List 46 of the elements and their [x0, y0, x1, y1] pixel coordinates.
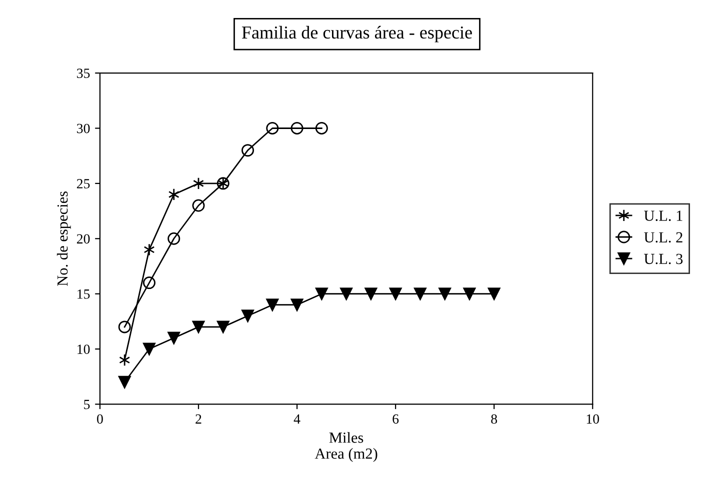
y-tick-label: 15	[78, 289, 90, 299]
point	[315, 288, 328, 300]
x-tick-label: 2	[196, 414, 202, 424]
chart-title: Familia de curvas área - especie	[242, 26, 472, 42]
point	[315, 122, 328, 134]
y-axis-title: No. de especies	[56, 191, 71, 286]
point	[290, 298, 304, 312]
point	[414, 288, 426, 300]
point	[389, 288, 402, 300]
point	[216, 320, 230, 334]
point	[290, 122, 304, 134]
point	[242, 144, 254, 157]
legend-label: U.L. 1	[644, 210, 682, 221]
point	[242, 310, 254, 322]
point	[168, 332, 180, 344]
legend-label: U.L. 2	[644, 232, 682, 243]
point	[266, 122, 279, 134]
point	[118, 376, 131, 388]
x-tick-label: 8	[491, 414, 498, 424]
point	[142, 342, 156, 356]
point	[192, 199, 205, 212]
point	[168, 188, 180, 201]
x-tick-label: 6	[392, 414, 399, 424]
point	[266, 298, 279, 312]
point	[118, 320, 131, 334]
y-tick-label: 5	[84, 400, 90, 410]
x-axis-title: Miles Area (m2)	[314, 432, 378, 462]
x-tick-label: 4	[294, 414, 300, 424]
legend-label: U.L. 3	[644, 254, 683, 264]
y-tick-label: 20	[76, 234, 90, 244]
point	[463, 288, 476, 300]
y-tick-label: 35	[77, 68, 90, 78]
point	[119, 354, 130, 366]
x-tick-label: 0	[97, 414, 103, 424]
point	[364, 288, 378, 300]
point	[142, 276, 156, 290]
point	[192, 320, 205, 334]
y-tick-label: 30	[77, 124, 90, 134]
point	[340, 288, 353, 300]
y-tick-label: 10	[78, 344, 90, 354]
point	[438, 288, 452, 300]
point	[488, 288, 500, 300]
point	[168, 232, 180, 245]
x-tick-label: 10	[586, 414, 600, 424]
y-tick-label: 25	[76, 179, 90, 188]
point	[144, 243, 155, 256]
